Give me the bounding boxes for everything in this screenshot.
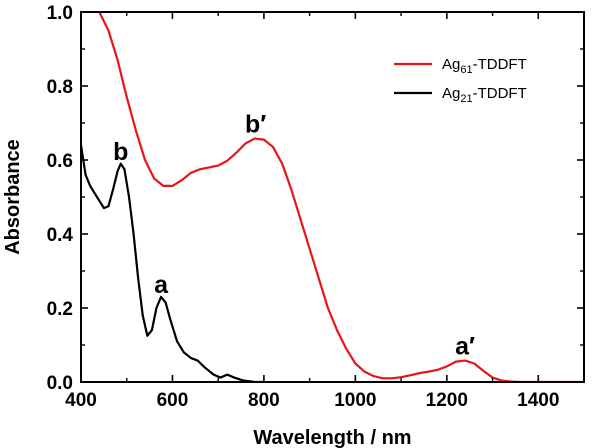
x-tick-label: 1200 bbox=[426, 390, 468, 411]
y-tick-label: 0.2 bbox=[47, 299, 73, 320]
x-tick-label: 1000 bbox=[334, 390, 376, 411]
legend-label: Ag61-TDDFT bbox=[442, 56, 527, 76]
y-tick-label: 1.0 bbox=[47, 3, 73, 24]
x-axis-title: Wavelength / nm bbox=[253, 427, 411, 448]
y-axis-title: Absorbance bbox=[2, 139, 24, 255]
x-tick-label: 600 bbox=[157, 390, 189, 411]
annotations-layer: b a b′ a′ bbox=[113, 110, 475, 360]
x-tick-label: 400 bbox=[65, 390, 97, 411]
y-tick-label: 0.6 bbox=[47, 151, 73, 172]
peak-annotation: b′ bbox=[245, 110, 266, 138]
x-tick-label: 800 bbox=[248, 390, 280, 411]
y-tick-label: 0.0 bbox=[47, 373, 73, 394]
peak-annotation: a bbox=[154, 271, 169, 299]
y-tick-label: 0.8 bbox=[47, 77, 73, 98]
series-line-ag61 bbox=[98, 12, 584, 382]
series-layer bbox=[81, 12, 584, 382]
tick-labels-layer: 400 600 800 1000 1200 1400 0.0 0.2 0.4 0.6 0.8 1.0 bbox=[47, 3, 560, 411]
peak-annotation: a′ bbox=[455, 332, 475, 360]
x-tick-label: 1400 bbox=[517, 390, 559, 411]
series-line-ag21 bbox=[81, 145, 264, 382]
y-tick-label: 0.4 bbox=[47, 225, 74, 246]
ticks-layer bbox=[80, 11, 584, 383]
peak-annotation: b bbox=[113, 138, 128, 166]
legend: Ag61-TDDFT Ag21-TDDFT bbox=[394, 56, 527, 105]
legend-label: Ag21-TDDFT bbox=[442, 85, 527, 105]
